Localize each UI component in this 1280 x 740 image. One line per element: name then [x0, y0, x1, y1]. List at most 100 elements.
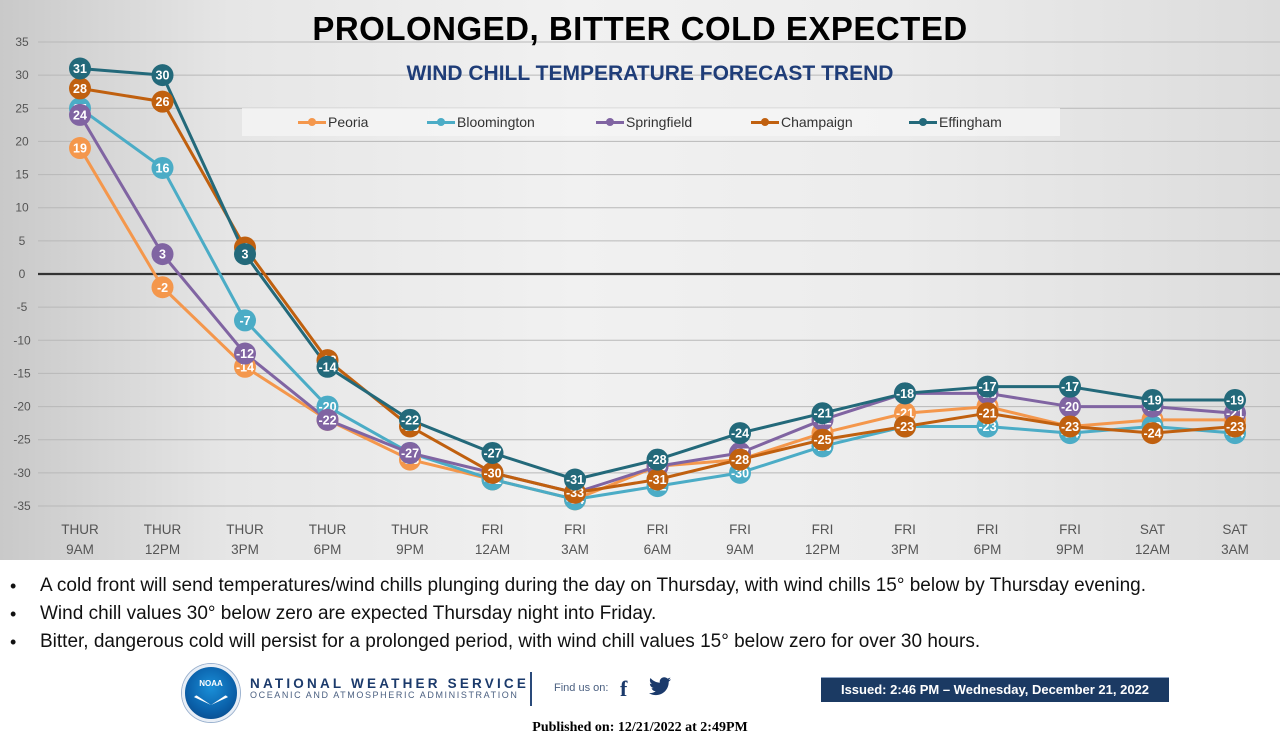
data-marker [69, 103, 91, 126]
data-label: -23 [1226, 420, 1244, 434]
x-tick-label-time: 3AM [1221, 542, 1249, 557]
data-marker [894, 382, 916, 405]
data-label: -18 [896, 387, 914, 401]
data-point-champaign: -23 [1224, 415, 1246, 438]
legend-label: Effingham [939, 114, 1002, 130]
data-marker [1141, 422, 1164, 445]
y-tick-label: -20 [13, 400, 31, 414]
legend-item-peoria: Peoria [298, 114, 368, 130]
data-marker [151, 276, 174, 299]
x-tick-label-day: THUR [391, 522, 429, 537]
data-label: -30 [483, 466, 501, 480]
series-line-bloomington [79, 107, 1236, 501]
chart-title: PROLONGED, BITTER COLD EXPECTED [312, 10, 968, 47]
data-label: -22 [318, 413, 336, 427]
x-tick-label-time: 6PM [974, 542, 1002, 557]
data-label: 16 [156, 161, 170, 175]
data-point-champaign: -23 [894, 415, 916, 438]
data-point-champaign: -25 [811, 428, 834, 451]
data-label: -24 [731, 427, 749, 441]
bullet-item: Bitter, dangerous cold will persist for … [0, 628, 1280, 656]
data-marker [1059, 415, 1081, 438]
data-label: -24 [1143, 427, 1161, 441]
agency-subtitle: OCEANIC AND ATMOSPHERIC ADMINISTRATION [250, 690, 519, 700]
data-label: -23 [896, 420, 914, 434]
data-label: -21 [978, 407, 996, 421]
data-marker [646, 448, 669, 471]
data-marker [316, 408, 339, 431]
data-point-effingham: -17 [976, 375, 999, 398]
data-point-effingham: -31 [564, 468, 586, 491]
y-tick-label: 5 [19, 234, 26, 248]
data-point-effingham: 3 [234, 243, 256, 266]
noaa-logo: NOAA [182, 664, 240, 722]
data-marker [69, 57, 91, 80]
data-marker [151, 90, 174, 113]
x-tick-label-time: 12AM [1135, 542, 1170, 557]
data-label: -17 [1061, 380, 1079, 394]
data-label: -2 [157, 281, 168, 295]
find-us-label: Find us on: [554, 682, 609, 694]
data-point-champaign: -21 [976, 402, 999, 425]
x-tick-label-time: 9PM [396, 542, 424, 557]
data-point-effingham: -18 [894, 382, 916, 405]
data-marker [1059, 375, 1081, 398]
legend-label: Champaign [781, 114, 853, 130]
x-tick-label-day: THUR [309, 522, 347, 537]
data-marker [69, 77, 91, 100]
data-marker [234, 342, 256, 365]
x-tick-label-day: SAT [1140, 522, 1165, 537]
data-label: 31 [73, 62, 87, 76]
data-points: 19-2-14-22-28-31-34-29-28-24-21-20-23-22… [69, 57, 1246, 511]
chart-subtitle: WIND CHILL TEMPERATURE FORECAST TREND [406, 62, 894, 85]
y-tick-label: -10 [13, 333, 31, 347]
noaa-logo-text: NOAA [199, 679, 223, 688]
x-tick-label-time: 3PM [891, 542, 919, 557]
x-tick-label-day: FRI [482, 522, 504, 537]
data-label: -23 [1061, 420, 1079, 434]
x-tick-label-time: 9AM [726, 542, 754, 557]
data-label: -7 [239, 314, 250, 328]
data-label: -23 [978, 420, 996, 434]
legend: Peoria Bloomington Springfield Champaign… [242, 108, 1060, 136]
data-point-effingham: -21 [811, 402, 834, 425]
data-label: -33 [566, 486, 584, 500]
legend-label: Peoria [328, 114, 369, 130]
data-point-effingham: -19 [1224, 388, 1246, 411]
data-point-peoria: 19 [69, 137, 91, 160]
data-marker [69, 137, 91, 160]
data-point-effingham: -14 [316, 355, 339, 378]
data-marker [481, 461, 504, 484]
legend-item-effingham: Effingham [909, 114, 1002, 130]
x-tick-label-time: 6AM [644, 542, 672, 557]
x-tick-label-day: FRI [977, 522, 999, 537]
data-point-effingham: -22 [399, 408, 421, 431]
data-point-champaign: -28 [729, 448, 751, 471]
data-marker [1224, 415, 1246, 438]
data-label: 3 [159, 248, 166, 262]
published-timestamp: Published on: 12/21/2022 at 2:49PM [532, 720, 748, 735]
data-marker [151, 156, 174, 179]
data-label: -22 [401, 413, 419, 427]
x-tick-label-day: SAT [1222, 522, 1247, 537]
legend-marker-icon [298, 117, 326, 126]
data-point-effingham: -28 [646, 448, 669, 471]
data-point-champaign: -23 [1059, 415, 1081, 438]
data-marker [811, 402, 834, 425]
x-tick-label-time: 12PM [145, 542, 180, 557]
data-marker [151, 64, 174, 87]
data-label: 19 [73, 142, 87, 156]
facebook-icon[interactable]: f [620, 676, 628, 701]
x-axis-ticks: THUR 9AM THUR 12PM THUR 3PM THUR 6PM THUR 9PM FRI 1… [61, 522, 1249, 557]
y-tick-label: -35 [13, 499, 31, 513]
data-label: -28 [648, 453, 666, 467]
legend-marker-icon [596, 117, 624, 126]
x-tick-label-day: THUR [226, 522, 264, 537]
twitter-icon[interactable] [648, 676, 672, 698]
data-marker [399, 408, 421, 431]
data-label: -27 [401, 446, 419, 460]
data-marker [564, 468, 586, 491]
data-marker [234, 243, 256, 266]
data-label: -31 [566, 473, 584, 487]
data-label: 28 [73, 82, 87, 96]
